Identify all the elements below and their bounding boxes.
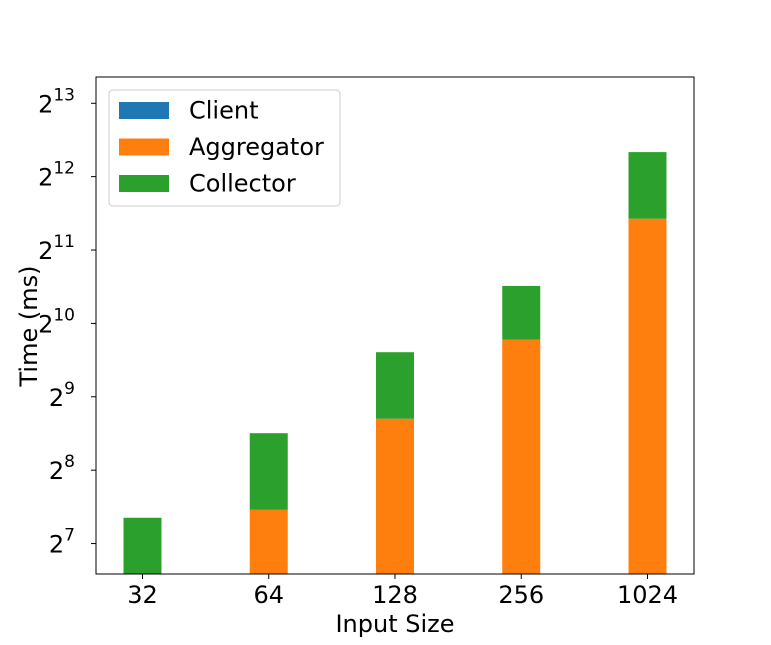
x-axis: 32 64 128 256 1024 xyxy=(127,574,678,609)
legend: Client Aggregator Collector xyxy=(108,89,341,207)
bar-aggregator-64 xyxy=(249,509,288,574)
y-tick-label-11: 211 xyxy=(38,232,75,265)
y-tick-label-10: 210 xyxy=(38,305,75,338)
bar-collector-64 xyxy=(249,433,288,510)
bar-aggregator-1024 xyxy=(628,218,667,574)
y-axis: 27 28 29 210 211 212 213 xyxy=(38,85,96,559)
y-tick-label-8: 28 xyxy=(49,452,75,485)
legend-swatch-collector xyxy=(119,175,169,192)
bar-collector-128 xyxy=(376,352,414,419)
bar-aggregator-256 xyxy=(502,339,541,574)
x-tick-label-256: 256 xyxy=(498,581,544,609)
y-tick-label-7: 27 xyxy=(49,526,75,559)
y-tick-label-9: 29 xyxy=(49,379,75,412)
legend-label-client: Client xyxy=(189,97,258,125)
y-tick-label-12: 212 xyxy=(38,159,75,192)
bars xyxy=(123,152,667,574)
x-axis-label: Input Size xyxy=(335,610,454,638)
legend-label-collector: Collector xyxy=(189,170,296,198)
y-axis-label: Time (ms) xyxy=(15,266,43,388)
bar-collector-256 xyxy=(502,285,541,340)
legend-swatch-client xyxy=(119,102,169,119)
bar-aggregator-128 xyxy=(376,418,414,574)
bar-collector-32 xyxy=(123,517,162,574)
bar-collector-1024 xyxy=(628,152,667,219)
y-tick-label-13: 213 xyxy=(38,85,75,118)
x-tick-label-1024: 1024 xyxy=(617,581,678,609)
legend-swatch-aggregator xyxy=(119,138,169,156)
x-tick-label-128: 128 xyxy=(372,581,418,609)
legend-label-aggregator: Aggregator xyxy=(189,133,324,161)
x-tick-label-32: 32 xyxy=(127,581,158,609)
x-tick-label-64: 64 xyxy=(253,581,284,609)
